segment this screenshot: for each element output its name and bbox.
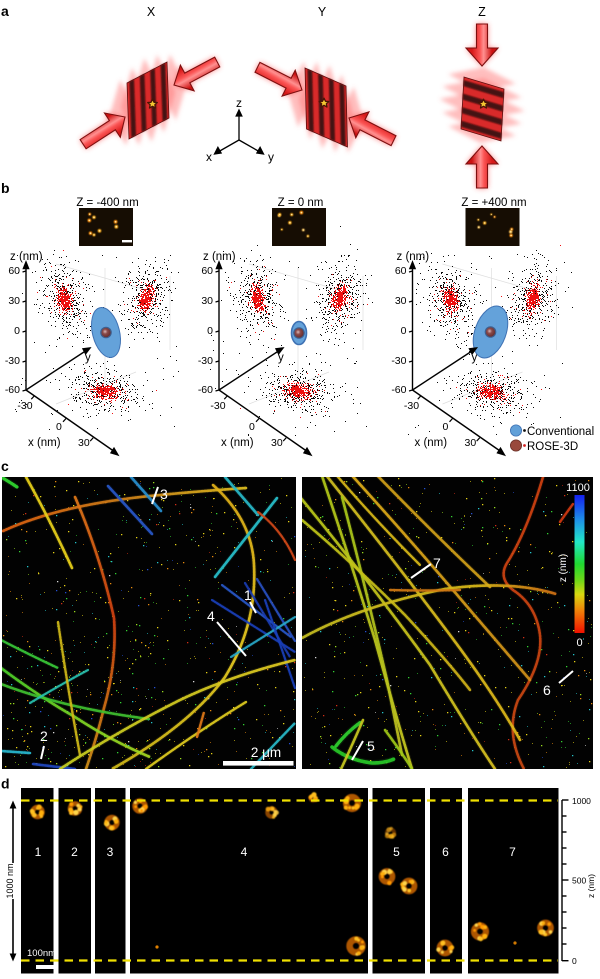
svg-text:-60: -60 xyxy=(391,384,406,396)
svg-text:-30: -30 xyxy=(198,355,213,367)
svg-text:60: 60 xyxy=(201,265,213,277)
svg-text:1: 1 xyxy=(244,587,252,603)
svg-text:1000: 1000 xyxy=(572,796,591,806)
svg-text:30: 30 xyxy=(465,437,477,449)
svg-text:b: b xyxy=(1,180,10,196)
svg-text:0: 0 xyxy=(442,421,448,433)
svg-text:2: 2 xyxy=(40,728,48,744)
svg-text:y: y xyxy=(278,352,284,364)
svg-text:x (nm): x (nm) xyxy=(221,437,254,449)
svg-text:7: 7 xyxy=(433,555,441,571)
svg-text:0: 0 xyxy=(572,956,577,966)
svg-text:ROSE-3D: ROSE-3D xyxy=(527,441,578,453)
svg-text:y: y xyxy=(472,352,478,364)
svg-text:Y: Y xyxy=(318,5,327,19)
svg-text:1000 nm: 1000 nm xyxy=(5,863,15,898)
svg-text:0: 0 xyxy=(56,421,62,433)
svg-text:-30: -30 xyxy=(391,355,406,367)
svg-text:6: 6 xyxy=(543,682,551,698)
svg-text:z: z xyxy=(236,96,242,110)
svg-text:z (nm): z (nm) xyxy=(586,874,596,898)
svg-text:4: 4 xyxy=(241,845,248,859)
svg-text:30: 30 xyxy=(201,295,213,307)
svg-text:60: 60 xyxy=(8,265,20,277)
svg-text:-30: -30 xyxy=(210,400,225,412)
svg-text:a: a xyxy=(1,3,9,19)
svg-text:0: 0 xyxy=(401,325,407,337)
svg-text:x (nm): x (nm) xyxy=(28,437,61,449)
svg-text:z (nm): z (nm) xyxy=(203,251,236,263)
svg-text:-60: -60 xyxy=(198,384,213,396)
svg-text:Conventional: Conventional xyxy=(527,426,594,438)
svg-text:-60: -60 xyxy=(5,384,20,396)
svg-text:5: 5 xyxy=(393,845,400,859)
svg-text:-30: -30 xyxy=(17,400,32,412)
svg-text:7: 7 xyxy=(509,845,516,859)
svg-text:6: 6 xyxy=(442,845,449,859)
svg-text:1: 1 xyxy=(35,845,42,859)
svg-text:500: 500 xyxy=(572,876,586,886)
svg-text:3: 3 xyxy=(160,486,168,502)
svg-text:-30: -30 xyxy=(5,355,20,367)
svg-text:60: 60 xyxy=(395,265,407,277)
svg-text:y: y xyxy=(85,352,91,364)
svg-text:4: 4 xyxy=(207,608,215,624)
svg-text:d: d xyxy=(1,776,10,792)
svg-text:3: 3 xyxy=(107,845,114,859)
svg-text:y: y xyxy=(268,150,274,164)
svg-text:100nm: 100nm xyxy=(27,948,56,959)
svg-text:1100: 1100 xyxy=(566,482,590,494)
svg-text:Z = 0 nm: Z = 0 nm xyxy=(278,197,324,209)
svg-text:5: 5 xyxy=(367,738,375,754)
svg-text:z (nm): z (nm) xyxy=(397,251,430,263)
svg-text:x: x xyxy=(206,150,212,164)
svg-text:0: 0 xyxy=(576,637,582,649)
svg-text:2 μm: 2 μm xyxy=(251,745,281,760)
svg-text:0: 0 xyxy=(14,325,20,337)
svg-text:z (nm): z (nm) xyxy=(558,554,569,582)
svg-text:2: 2 xyxy=(71,845,78,859)
svg-text:Z: Z xyxy=(478,5,486,19)
svg-text:z (nm): z (nm) xyxy=(10,251,43,263)
svg-text:Z = +400 nm: Z = +400 nm xyxy=(461,197,526,209)
svg-text:-30: -30 xyxy=(404,400,419,412)
svg-text:30: 30 xyxy=(395,295,407,307)
svg-text:X: X xyxy=(147,5,156,19)
svg-text:x (nm): x (nm) xyxy=(415,437,448,449)
svg-text:0: 0 xyxy=(249,421,255,433)
svg-text:30: 30 xyxy=(78,437,90,449)
svg-text:Z = -400 nm: Z = -400 nm xyxy=(76,197,138,209)
svg-text:0: 0 xyxy=(207,325,213,337)
svg-text:c: c xyxy=(1,458,9,474)
svg-text:30: 30 xyxy=(271,437,283,449)
svg-text:30: 30 xyxy=(8,295,20,307)
